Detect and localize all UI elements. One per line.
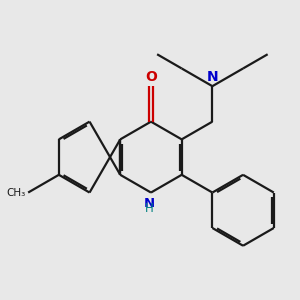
Text: N: N	[207, 70, 218, 84]
Text: H: H	[145, 202, 153, 215]
Text: N: N	[143, 197, 155, 210]
Text: CH₃: CH₃	[6, 188, 25, 197]
Text: O: O	[145, 70, 157, 84]
